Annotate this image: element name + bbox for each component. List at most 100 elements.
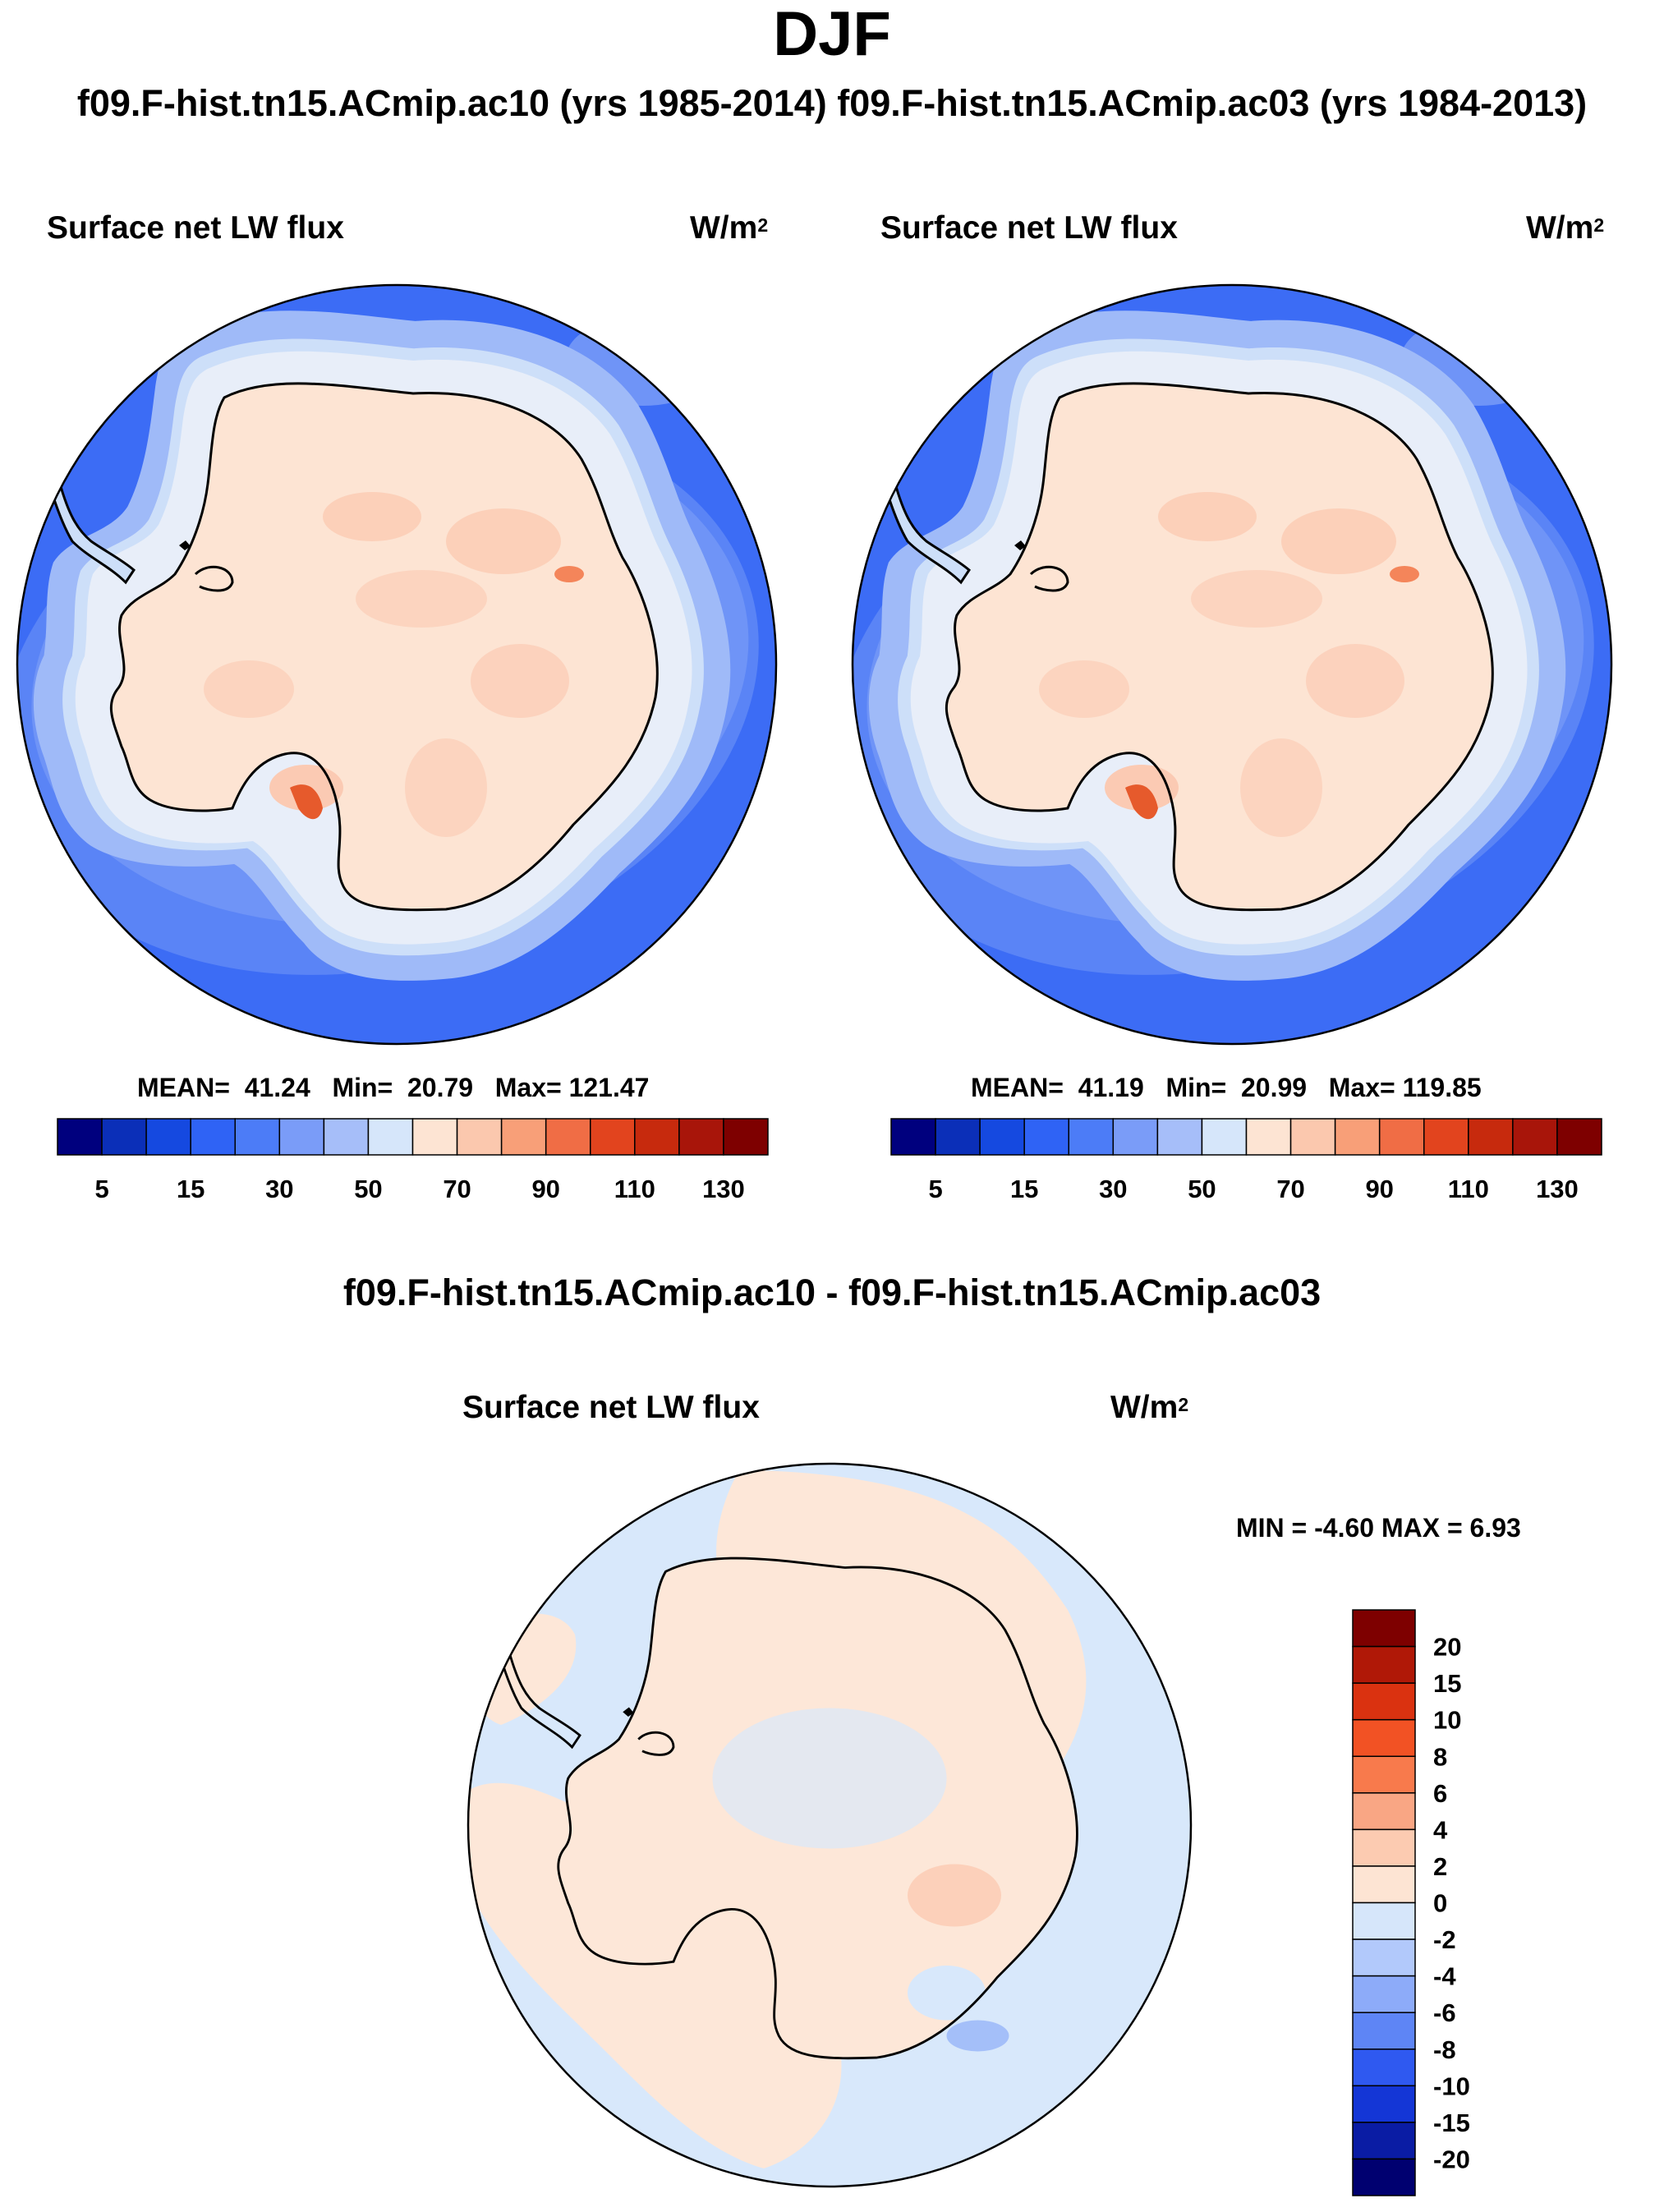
- panel2-colorbar-box: [1423, 1118, 1469, 1156]
- difference-title: f09.F-hist.tn15.ACmip.ac10 - f09.F-hist.…: [342, 1272, 1322, 1313]
- diff-colorbar-box: [1352, 1828, 1416, 1867]
- diff-minmax: MIN = -4.60 MAX = 6.93: [1236, 1513, 1521, 1543]
- panel1-colorbar-box: [323, 1118, 370, 1156]
- panel1-colorbar-box: [500, 1118, 547, 1156]
- panel1-map: [17, 285, 776, 1044]
- panel2-colorbar-box: [890, 1118, 936, 1156]
- panel1-mean: 41.24: [244, 1073, 310, 1102]
- panel1-colorbar: 5 15 30 50 70 90 110 130: [57, 1118, 769, 1203]
- panel1-map-border: [16, 283, 778, 1046]
- diff-colorbar-label: -20: [1433, 2145, 1470, 2173]
- panel2-colorbar-label: 110: [1448, 1175, 1489, 1203]
- panel1-max: 121.47: [568, 1073, 650, 1102]
- panel1-colorbar-box: [545, 1118, 591, 1156]
- panel1-colorbar-label: 70: [443, 1175, 471, 1203]
- panel1-colorbar-box: [234, 1118, 281, 1156]
- diff-colorbar-box: [1352, 2085, 1416, 2123]
- diff-colorbar-box: [1352, 1645, 1416, 1684]
- panel2-max-label: Max=: [1328, 1073, 1395, 1102]
- panel2-colorbar-box: [1512, 1118, 1558, 1156]
- diff-colorbar-box: [1352, 2012, 1416, 2050]
- cases-title: f09.F-hist.tn15.ACmip.ac10 (yrs 1985-201…: [76, 82, 1588, 124]
- panel2-colorbar-box: [1023, 1118, 1069, 1156]
- diff-colorbar-box: [1352, 2122, 1416, 2160]
- panel2-map-border: [851, 283, 1613, 1046]
- panel2-colorbar-label: 15: [1010, 1175, 1038, 1203]
- diff-colorbar-label: 0: [1433, 1889, 1447, 1918]
- diff-colorbar-label: 10: [1433, 1706, 1461, 1735]
- panel1-colorbar-label: 15: [177, 1175, 205, 1203]
- diff-colorbar-label: -15: [1433, 2109, 1470, 2137]
- panel2-colorbar-box: [1201, 1118, 1248, 1156]
- panel1-colorbar-box: [57, 1118, 103, 1156]
- diff-colorbar-box: [1352, 1609, 1416, 1648]
- panel2-variable-title: Surface net LW flux: [880, 210, 1178, 246]
- diff-map-border: [467, 1462, 1193, 2188]
- panel1-colorbar-label: 90: [531, 1175, 559, 1203]
- panel2-colorbar-label: 50: [1188, 1175, 1216, 1203]
- panel1-colorbar-box: [678, 1118, 724, 1156]
- diff-colorbar-label: -8: [1433, 2035, 1456, 2064]
- panel2-antarctica: [877, 382, 1494, 912]
- panel2-colorbar-box: [1468, 1118, 1514, 1156]
- panel2-min-label: Min=: [1165, 1073, 1227, 1102]
- panel2-colorbar-box: [1378, 1118, 1425, 1156]
- diff-colorbar-box: [1352, 2158, 1416, 2196]
- panel2-colorbar-box: [979, 1118, 1025, 1156]
- panel2-map: [853, 285, 1611, 1044]
- panel1-colorbar-box: [590, 1118, 636, 1156]
- panel1-colorbar-box: [278, 1118, 325, 1156]
- panel1-antarctica: [42, 382, 659, 912]
- panel2-mean-label: MEAN=: [971, 1073, 1064, 1102]
- diff-colorbar-box: [1352, 1755, 1416, 1794]
- season-title: DJF: [773, 0, 891, 69]
- panel1-colorbar-box: [367, 1118, 414, 1156]
- panel2-mean: 41.19: [1078, 1073, 1144, 1102]
- diff-colorbar-label: -4: [1433, 1962, 1456, 1991]
- diff-colorbar-box: [1352, 2049, 1416, 2087]
- panel2-colorbar-label: 90: [1365, 1175, 1393, 1203]
- panel2-stats: MEAN= 41.19 Min= 20.99 Max= 119.85: [971, 1073, 1482, 1102]
- panel1-mean-label: MEAN=: [137, 1073, 230, 1102]
- panel2-colorbar-box: [1556, 1118, 1602, 1156]
- panel2-min: 20.99: [1241, 1073, 1308, 1102]
- panel1-stats: MEAN= 41.24 Min= 20.79 Max= 121.47: [137, 1073, 649, 1102]
- panel2-max: 119.85: [1402, 1073, 1482, 1102]
- diff-colorbar-label: 8: [1433, 1742, 1447, 1771]
- panel2-colorbar-box: [1112, 1118, 1159, 1156]
- panel1-colorbar-box: [723, 1118, 769, 1156]
- panel1-min: 20.79: [407, 1073, 474, 1102]
- diff-colorbar-box: [1352, 1902, 1416, 1940]
- diff-colorbar-label: -6: [1433, 1998, 1456, 2027]
- panel2-units: W/m2: [1526, 210, 1605, 246]
- diff-colorbar-label: 6: [1433, 1779, 1447, 1808]
- panel2-colorbar-label: 5: [928, 1175, 942, 1203]
- panel2-colorbar-box: [1068, 1118, 1115, 1156]
- panel1-max-label: Max=: [494, 1073, 562, 1102]
- panel1-colorbar-box: [411, 1118, 458, 1156]
- diff-colorbar-box: [1352, 1975, 1416, 2013]
- panel1-colorbar-box: [145, 1118, 191, 1156]
- panel1-colorbar-label: 50: [354, 1175, 382, 1203]
- panel1-units: W/m2: [690, 210, 769, 246]
- panel1-colorbar-label: 110: [614, 1175, 655, 1203]
- panel1-min-label: Min=: [332, 1073, 393, 1102]
- diff-colorbar-label: 20: [1433, 1633, 1461, 1662]
- panel2-colorbar-box: [1289, 1118, 1336, 1156]
- panel1-colorbar-label: 5: [94, 1175, 108, 1203]
- diff-colorbar-box: [1352, 1938, 1416, 1977]
- diff-map: [468, 1464, 1191, 2187]
- panel2-colorbar-box: [1156, 1118, 1203, 1156]
- panel1-colorbar-box: [101, 1118, 147, 1156]
- panel2-colorbar-label: 30: [1099, 1175, 1127, 1203]
- diff-colorbar-label: 4: [1433, 1815, 1448, 1844]
- panel2-colorbar-box: [1334, 1118, 1381, 1156]
- diff-colorbar-label: -10: [1433, 2072, 1470, 2100]
- panel1-colorbar-label: 30: [265, 1175, 293, 1203]
- panel1-colorbar-label: 130: [702, 1175, 745, 1203]
- panel1-colorbar-box: [456, 1118, 503, 1156]
- panel1-colorbar-box: [190, 1118, 236, 1156]
- diff-colorbar-box: [1352, 1865, 1416, 1904]
